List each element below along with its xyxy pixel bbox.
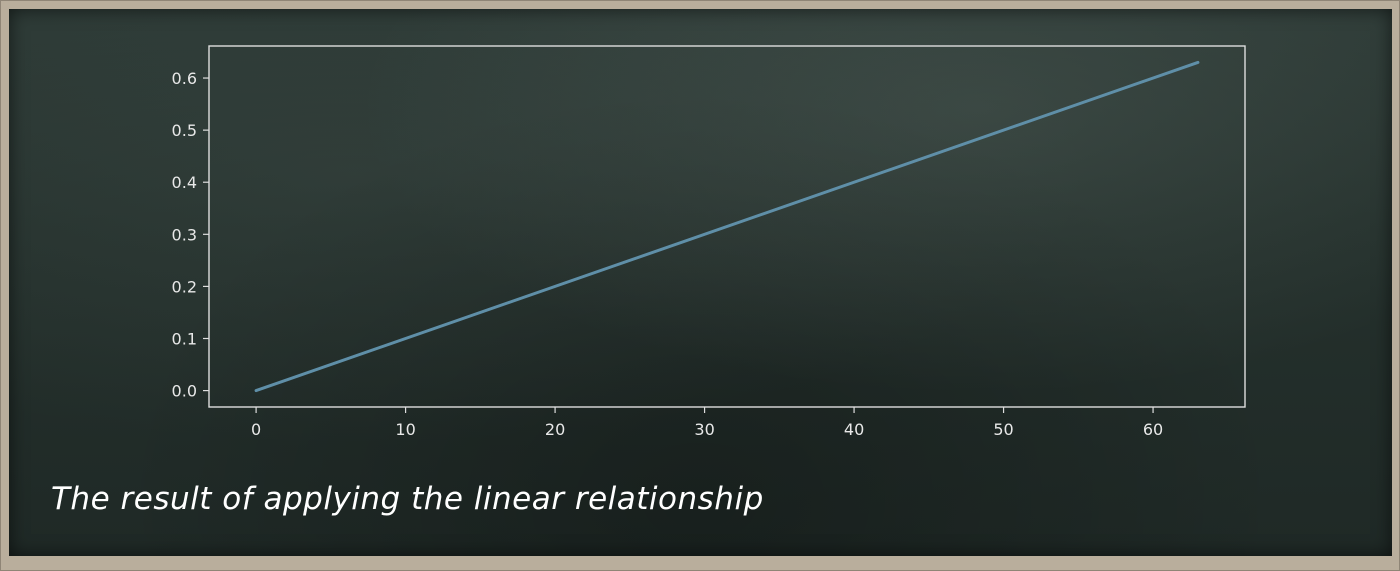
y-tick-label: 0.5 bbox=[172, 121, 197, 140]
x-tick-label: 0 bbox=[251, 420, 261, 439]
line-chart: 0 10 20 30 40 50 60 0.0 0.1 0.2 0.3 0.4 0.5 0.6 bbox=[172, 45, 1246, 439]
x-tick-label: 30 bbox=[694, 420, 714, 439]
caption: The result of applying the linear relati… bbox=[51, 481, 764, 517]
x-axis: 0 10 20 30 40 50 60 bbox=[251, 407, 1163, 439]
chalkboard: 0 10 20 30 40 50 60 0.0 0.1 0.2 0.3 0.4 0.5 0.6 The … bbox=[9, 9, 1392, 556]
series-line bbox=[254, 60, 1200, 393]
y-tick-label: 0.4 bbox=[172, 173, 197, 192]
x-tick-label: 40 bbox=[844, 420, 864, 439]
plot-area bbox=[208, 45, 1246, 408]
x-tick-label: 10 bbox=[395, 420, 415, 439]
series-layer bbox=[254, 60, 1200, 393]
x-tick-label: 60 bbox=[1143, 420, 1163, 439]
y-axis: 0.0 0.1 0.2 0.3 0.4 0.5 0.6 bbox=[172, 69, 209, 401]
x-tick-label: 20 bbox=[545, 420, 565, 439]
y-tick-label: 0.0 bbox=[172, 382, 197, 401]
y-tick-label: 0.2 bbox=[172, 277, 197, 296]
y-tick-label: 0.1 bbox=[172, 329, 197, 348]
y-tick-label: 0.3 bbox=[172, 225, 197, 244]
y-tick-label: 0.6 bbox=[172, 69, 197, 88]
x-tick-label: 50 bbox=[993, 420, 1013, 439]
